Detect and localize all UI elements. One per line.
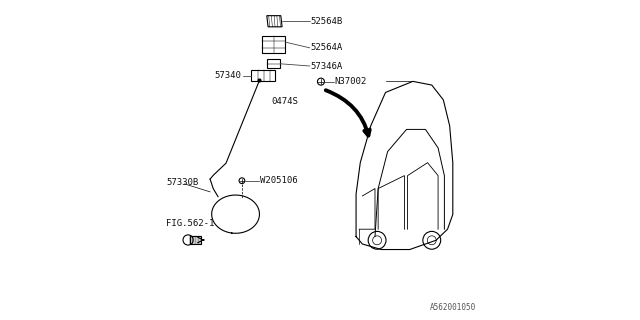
Text: A562001050: A562001050 (430, 303, 476, 312)
Text: 57346A: 57346A (310, 61, 342, 70)
Text: N37002: N37002 (334, 77, 367, 86)
Text: 52564B: 52564B (310, 17, 342, 26)
Text: FIG.562-1: FIG.562-1 (166, 219, 215, 228)
Text: 57340: 57340 (214, 71, 241, 80)
Text: W205106: W205106 (260, 176, 298, 185)
Text: 0474S: 0474S (271, 97, 298, 106)
Text: 52564A: 52564A (310, 43, 342, 52)
Text: 57330B: 57330B (166, 179, 198, 188)
